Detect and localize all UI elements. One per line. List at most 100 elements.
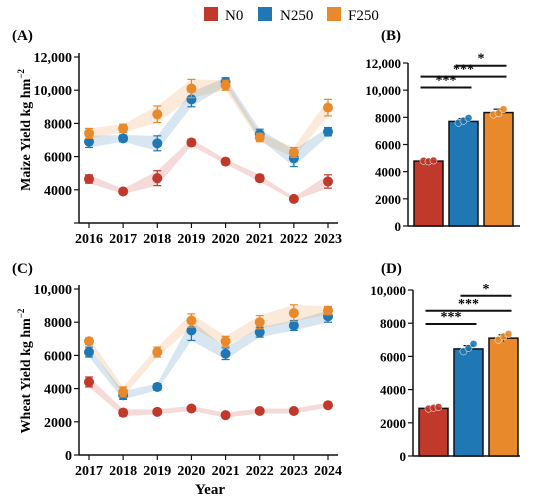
point-n0	[220, 410, 231, 421]
y-tick-label-a: 4000	[44, 184, 72, 199]
point-f250	[118, 386, 129, 397]
y-tick-label-a: 8000	[44, 117, 72, 132]
point-n250	[186, 325, 197, 336]
x-tick-label-c: 2020	[177, 464, 205, 479]
ribbon-n0	[89, 139, 328, 201]
bar-f250	[488, 337, 519, 457]
x-tick-label-c: 2018	[109, 464, 137, 479]
x-tick-label-c: 2023	[280, 464, 308, 479]
point-n0	[254, 173, 265, 184]
bar-point-n250	[464, 344, 473, 352]
point-n0	[152, 173, 163, 184]
point-f250	[152, 347, 163, 358]
point-n0	[220, 156, 231, 167]
point-f250	[323, 305, 333, 316]
point-f250	[152, 109, 163, 120]
bar-point-n250	[464, 114, 473, 122]
point-n250	[152, 138, 163, 149]
bar-n250	[448, 120, 479, 227]
bar-n250	[453, 348, 484, 457]
point-n250	[186, 94, 197, 105]
bar-point-f250	[494, 109, 503, 118]
panel-c-wheat-line: 0 2000 4000 6000 8000 10,000 2017 2018 2019 2020 2…	[34, 283, 343, 479]
y-tick-label-d: 0	[400, 449, 407, 464]
point-n0	[323, 400, 333, 411]
y-tick-label-b: 0	[395, 219, 402, 234]
y-tick-label-d: 10,000	[370, 283, 406, 298]
significance-label: *	[483, 282, 490, 297]
panel-label-d: (D)	[381, 261, 402, 277]
y-tick-label-d: 8000	[380, 316, 406, 331]
y-tick-label-c: 2000	[44, 416, 72, 431]
bar-n0	[418, 407, 449, 457]
legend: N0 N250 F250	[204, 7, 379, 24]
point-n0	[288, 193, 299, 204]
point-n0	[84, 376, 94, 387]
panel-label-b: (B)	[381, 28, 401, 44]
point-f250	[254, 317, 265, 328]
point-n250	[323, 126, 333, 137]
point-n250	[118, 133, 129, 144]
point-n250	[220, 348, 231, 359]
ribbon-n250	[89, 310, 328, 400]
point-f250	[323, 102, 333, 113]
point-f250	[288, 308, 299, 319]
y-tick-label-d: 2000	[380, 416, 406, 431]
point-n0	[152, 406, 163, 417]
x-tick-label-a: 2019	[177, 232, 205, 247]
y-tick-label-c: 0	[65, 449, 72, 464]
x-axis-title: Year	[195, 482, 225, 498]
bar-point-n0	[429, 156, 438, 165]
y-tick-label-b: 12,000	[365, 56, 401, 71]
x-tick-label-c: 2021	[212, 464, 240, 479]
x-tick-label-a: 2021	[246, 232, 274, 247]
y-tick-label-b: 4000	[375, 165, 401, 180]
point-n250	[254, 327, 265, 338]
point-n0	[118, 407, 129, 418]
ribbon-f250	[89, 79, 328, 158]
x-tick-label-c: 2019	[143, 464, 171, 479]
legend-swatch-n250	[258, 7, 272, 21]
maize-y-title: Maize Yield kg hm−2	[16, 69, 34, 191]
legend-label-f250: F250	[348, 8, 379, 24]
x-tick-label-a: 2016	[75, 232, 103, 247]
panel-label-a: (A)	[12, 28, 33, 44]
bar-point-n0	[434, 403, 443, 411]
legend-label-n250: N250	[280, 8, 313, 24]
y-tick-label-c: 6000	[44, 349, 72, 364]
point-n250	[84, 136, 94, 147]
point-f250	[220, 80, 231, 91]
y-tick-label-b: 2000	[375, 192, 401, 207]
point-f250	[84, 336, 94, 347]
legend-swatch-n0	[204, 7, 218, 21]
x-tick-label-c: 2017	[75, 464, 103, 479]
significance-label: ***	[441, 310, 462, 325]
point-n250	[84, 347, 94, 358]
ribbon-f250	[89, 304, 328, 397]
bar-n0	[413, 160, 444, 227]
y-tick-label-c: 8000	[44, 316, 72, 331]
point-f250	[118, 123, 129, 134]
y-tick-label-a: 12,000	[34, 51, 73, 66]
y-tick-label-d: 4000	[380, 383, 406, 398]
bar-point-n250	[469, 340, 478, 348]
x-tick-label-c: 2024	[314, 464, 342, 479]
y-tick-label-a: 10,000	[34, 84, 73, 99]
y-tick-label-d: 6000	[380, 349, 406, 364]
ribbon-n0	[89, 376, 328, 418]
x-tick-label-a: 2018	[143, 232, 171, 247]
point-f250	[220, 336, 231, 347]
point-f250	[186, 315, 197, 326]
point-n250	[152, 381, 163, 392]
point-f250	[186, 83, 197, 94]
bar-point-f250	[499, 105, 508, 114]
point-n0	[186, 137, 197, 148]
x-tick-label-a: 2023	[314, 232, 342, 247]
x-tick-label-a: 2020	[212, 232, 240, 247]
point-n0	[288, 406, 299, 417]
y-tick-label-b: 10,000	[365, 83, 401, 98]
point-f250	[254, 132, 265, 143]
